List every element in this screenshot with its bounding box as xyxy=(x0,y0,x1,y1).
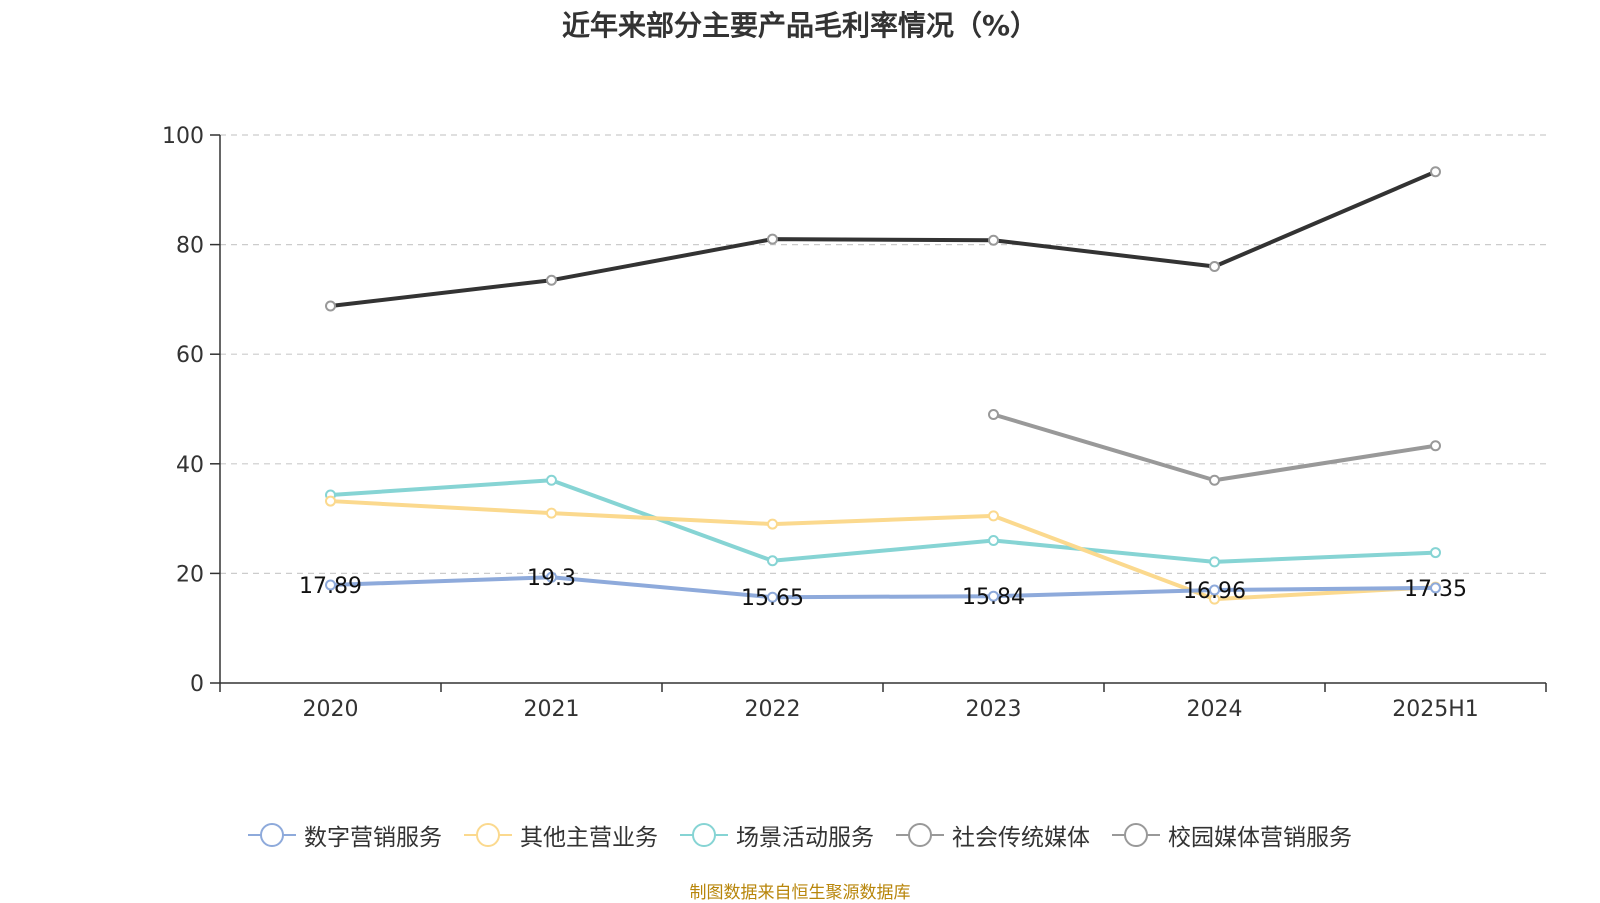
y-tick-label: 0 xyxy=(190,672,204,697)
series-3-point xyxy=(1430,547,1441,559)
legend-label: 其他主营业务 xyxy=(520,825,658,851)
y-tick-label: 60 xyxy=(176,343,204,368)
series-5-point xyxy=(1430,166,1441,178)
legend-label: 校园媒体营销服务 xyxy=(1168,825,1352,851)
series-1-point xyxy=(988,590,999,602)
series-3-line xyxy=(330,478,1436,564)
source-note: 制图数据来自恒生聚源数据库 xyxy=(689,883,911,903)
data-label: 19.3 xyxy=(527,566,576,591)
legend-swatch-icon xyxy=(896,823,944,847)
x-tick-label: 2025H1 xyxy=(1392,697,1479,722)
series-3-point xyxy=(767,555,778,567)
legend-swatch-icon xyxy=(680,823,728,847)
series-5-point xyxy=(767,233,778,245)
legend-swatch-icon xyxy=(1112,823,1160,847)
series-4-point xyxy=(1209,474,1220,486)
series-2-point xyxy=(988,510,999,522)
series-4-point xyxy=(988,408,999,420)
data-label: 17.35 xyxy=(1404,577,1467,602)
y-tick-label: 20 xyxy=(176,562,204,587)
series-2-line xyxy=(330,499,1436,602)
legend-marker xyxy=(692,823,716,847)
x-tick-label: 2024 xyxy=(1187,697,1243,722)
series-5-point xyxy=(988,234,999,246)
legend-item[interactable]: 其他主营业务 xyxy=(464,818,658,852)
series-1-point xyxy=(1209,584,1220,596)
legend-item[interactable]: 社会传统媒体 xyxy=(896,818,1090,852)
legend-marker xyxy=(1124,823,1148,847)
chart-title: 近年来部分主要产品毛利率情况（%） xyxy=(561,9,1039,42)
series-4-line xyxy=(992,412,1436,483)
series-5-point xyxy=(325,300,336,312)
y-tick-label: 100 xyxy=(162,124,204,149)
series-1-point xyxy=(767,591,778,603)
series-5-point xyxy=(1209,261,1220,273)
legend-label: 社会传统媒体 xyxy=(952,825,1090,851)
legend-marker xyxy=(908,823,932,847)
legend-label: 场景活动服务 xyxy=(736,825,874,851)
series-2-point xyxy=(767,518,778,530)
legend-item[interactable]: 数字营销服务 xyxy=(248,818,442,852)
legend-label: 数字营销服务 xyxy=(304,825,442,851)
series-3-point xyxy=(1209,556,1220,568)
series-2-point xyxy=(546,507,557,519)
series-3-point xyxy=(546,474,557,486)
data-label: 15.65 xyxy=(741,586,804,611)
data-label: 15.84 xyxy=(962,585,1025,610)
x-tick-label: 2020 xyxy=(303,697,359,722)
y-tick-label: 40 xyxy=(176,453,204,478)
x-tick-label: 2021 xyxy=(524,697,580,722)
series-3-point xyxy=(988,535,999,547)
series-5-point xyxy=(546,274,557,286)
y-tick-label: 80 xyxy=(176,234,204,259)
data-label: 17.89 xyxy=(299,574,362,599)
legend: 数字营销服务 其他主营业务 场景活动服务 社会传统媒体 校园媒体营销服务 xyxy=(0,818,1600,852)
series-4-point xyxy=(1430,440,1441,452)
legend-item[interactable]: 校园媒体营销服务 xyxy=(1112,818,1352,852)
series-1-line xyxy=(330,575,1436,600)
x-tick-label: 2023 xyxy=(966,697,1022,722)
legend-item[interactable]: 场景活动服务 xyxy=(680,818,874,852)
legend-marker xyxy=(476,823,500,847)
legend-swatch-icon xyxy=(248,823,296,847)
data-label: 16.96 xyxy=(1183,579,1246,604)
legend-swatch-icon xyxy=(464,823,512,847)
series-1-point xyxy=(1430,582,1441,594)
series-1-point xyxy=(546,571,557,583)
series-1-point xyxy=(325,579,336,591)
series-2-point xyxy=(325,495,336,507)
series-5-line xyxy=(330,169,1437,308)
x-tick-label: 2022 xyxy=(745,697,801,722)
legend-marker xyxy=(260,823,284,847)
